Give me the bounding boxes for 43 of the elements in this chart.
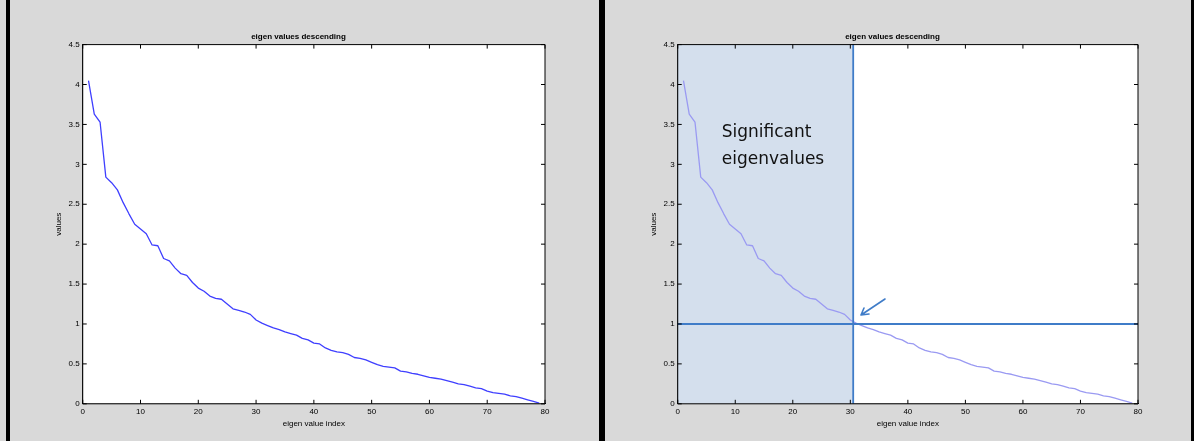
y-tick-label: 4.5 [68,39,81,49]
y-tick-label: 0.5 [663,359,676,369]
x-tick-label: 30 [251,406,262,416]
x-tick-label: 60 [424,406,435,416]
x-tick-label: 10 [730,406,741,416]
y-tick-label: 0 [670,399,676,408]
y-tick-label: 3.5 [663,119,676,129]
x-tick-label: 50 [960,406,971,416]
x-tick-label: 40 [903,406,913,416]
y-axis-title: values [54,212,63,236]
y-tick-label: 2.5 [68,199,81,209]
x-axis-title: eigen value index [282,419,345,429]
y-tick-label: 2.5 [663,199,676,209]
y-tick-label: 2 [75,239,81,249]
y-tick-label: 1 [670,319,676,329]
y-tick-label: 4.5 [663,39,676,49]
y-tick-label: 3 [75,159,81,169]
y-tick-label: 3 [670,159,676,169]
y-tick-label: 1 [75,319,81,329]
y-tick-label: 4 [670,79,676,89]
y-tick-label: 0.5 [68,359,81,369]
chart-title: eigen values descending [845,32,940,41]
x-tick-label: 10 [136,406,146,416]
x-tick-label: 70 [482,406,493,416]
x-axis-title: eigen value index [876,419,939,429]
band-label: Significant eigenvalues [721,120,825,168]
x-tick-label: 80 [1133,406,1143,416]
y-tick-label: 4 [75,79,81,89]
y-tick-label: 0 [75,399,81,408]
x-tick-label: 20 [788,406,798,416]
x-tick-label: 40 [309,406,319,416]
x-tick-label: 70 [1076,406,1086,416]
y-axis-title: values [649,212,658,236]
x-tick-label: 60 [1018,406,1028,416]
x-tick-label: 20 [193,406,204,416]
y-tick-label: 1.5 [68,279,81,289]
y-tick-label: 2 [670,239,676,249]
y-tick-label: 1.5 [663,279,676,289]
x-tick-label: 80 [540,406,550,416]
chart-title: eigen values descending [251,32,346,41]
y-tick-label: 3.5 [68,119,81,129]
x-tick-label: 30 [845,406,856,416]
x-tick-label: 50 [367,406,377,416]
